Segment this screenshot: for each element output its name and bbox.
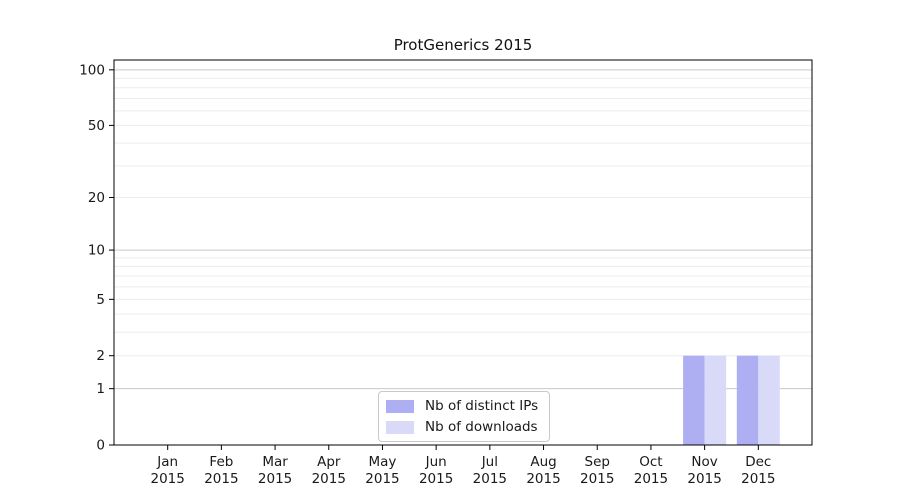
y-tick-label: 5 bbox=[96, 292, 105, 308]
legend-swatch-downloads bbox=[386, 420, 414, 434]
x-tick-label-year: 2015 bbox=[204, 471, 238, 487]
x-tick-label-month: Mar bbox=[262, 454, 288, 470]
y-tick-label: 20 bbox=[88, 190, 105, 206]
plot-frame bbox=[113, 59, 813, 446]
x-tick-label-month: Jul bbox=[481, 454, 498, 470]
x-tick-label-year: 2015 bbox=[741, 471, 775, 487]
x-tick-label-year: 2015 bbox=[365, 471, 399, 487]
bar-nb-of-distinct-ips bbox=[683, 355, 705, 445]
x-tick-label-year: 2015 bbox=[526, 471, 560, 487]
x-tick-label-year: 2015 bbox=[634, 471, 668, 487]
y-tick-label: 2 bbox=[96, 348, 105, 364]
x-tick-label-year: 2015 bbox=[151, 471, 185, 487]
x-tick-label-year: 2015 bbox=[312, 471, 346, 487]
x-tick-label-year: 2015 bbox=[580, 471, 614, 487]
x-tick-label-month: Aug bbox=[530, 454, 556, 470]
x-tick-label-year: 2015 bbox=[687, 471, 721, 487]
x-tick-label-month: Dec bbox=[745, 454, 771, 470]
chart-title: ProtGenerics 2015 bbox=[393, 36, 533, 54]
x-tick-label-month: Feb bbox=[209, 454, 233, 470]
y-tick-label: 50 bbox=[88, 118, 105, 134]
x-tick-label-month: Jan bbox=[156, 454, 178, 470]
x-tick-label-month: May bbox=[369, 454, 397, 470]
y-tick-label: 10 bbox=[88, 243, 105, 259]
x-tick-label-year: 2015 bbox=[419, 471, 453, 487]
x-tick-label-year: 2015 bbox=[473, 471, 507, 487]
legend-label-downloads: Nb of downloads bbox=[425, 419, 538, 435]
x-tick-label-month: Oct bbox=[639, 454, 662, 470]
x-tick-label-month: Sep bbox=[585, 454, 610, 470]
y-tick-label: 100 bbox=[79, 62, 105, 78]
y-tick-label: 0 bbox=[96, 438, 105, 454]
x-tick-label-month: Nov bbox=[691, 454, 717, 470]
x-tick-label-year: 2015 bbox=[258, 471, 292, 487]
legend-item-downloads: Nb of downloads bbox=[386, 419, 538, 435]
legend-swatch-distinct-ips bbox=[386, 399, 414, 413]
x-tick-label-month: Apr bbox=[317, 454, 341, 470]
legend-item-distinct-ips: Nb of distinct IPs bbox=[386, 398, 538, 414]
y-tick-label: 1 bbox=[96, 381, 105, 397]
x-tick-label-month: Jun bbox=[425, 454, 447, 470]
legend: Nb of distinct IPs Nb of downloads bbox=[378, 391, 551, 442]
bar-nb-of-downloads bbox=[758, 355, 780, 445]
legend-label-distinct-ips: Nb of distinct IPs bbox=[425, 398, 539, 414]
bar-nb-of-downloads bbox=[704, 355, 727, 445]
bar-nb-of-distinct-ips bbox=[736, 355, 759, 445]
